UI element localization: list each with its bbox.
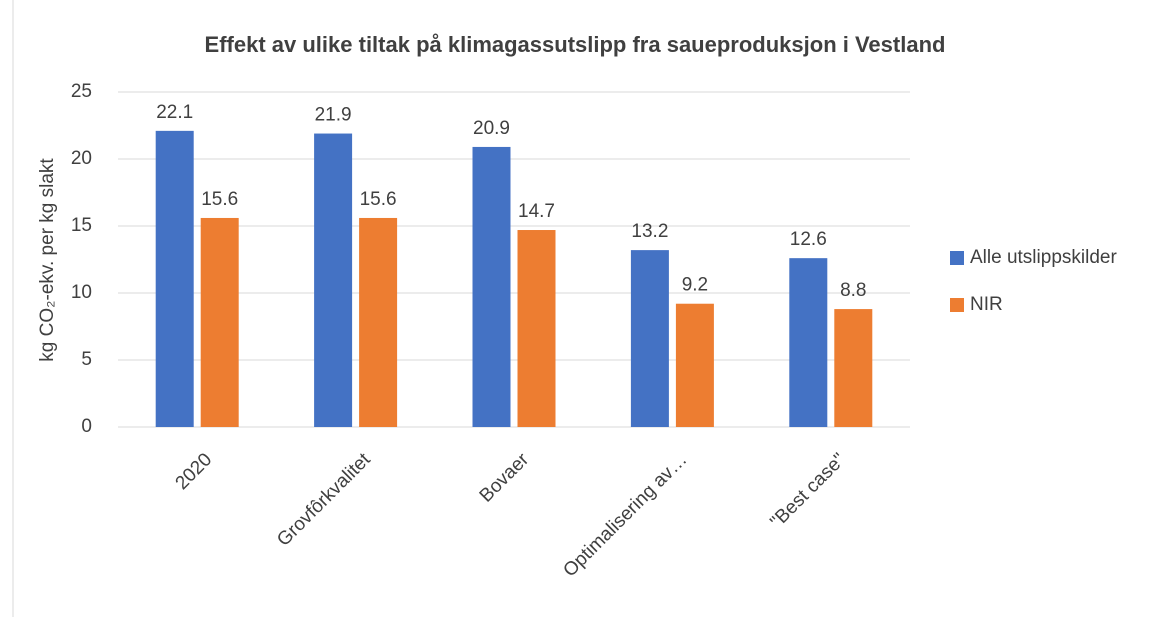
y-axis-label: kg CO₂-ekv. per kg slakt <box>37 158 58 362</box>
x-tick-label: Grovfôrkvalitet <box>273 449 375 551</box>
y-tick-label: 20 <box>71 148 92 169</box>
data-label: 20.9 <box>473 118 510 139</box>
bar <box>834 309 873 427</box>
data-label: 15.6 <box>360 189 397 210</box>
data-label: 12.6 <box>790 229 827 250</box>
bar <box>314 133 353 428</box>
bar <box>472 146 511 427</box>
chart-title: Effekt av ulike tiltak på klimagassutsli… <box>205 32 946 57</box>
x-tick-label: "Best case" <box>766 449 849 532</box>
data-label: 22.1 <box>156 102 193 123</box>
data-label: 8.8 <box>840 280 866 301</box>
x-tick-label: 2020 <box>172 449 217 494</box>
bar <box>155 130 194 428</box>
data-label: 14.7 <box>518 201 555 222</box>
y-tick-label: 5 <box>81 349 92 370</box>
data-label: 13.2 <box>631 221 668 242</box>
x-tick-label: Bovaer <box>476 449 534 507</box>
data-label: 15.6 <box>201 189 238 210</box>
x-tick-label: Optimalisering av… <box>559 449 691 581</box>
legend-swatch <box>950 298 964 312</box>
y-tick-label: 0 <box>81 416 92 437</box>
legend-label: Alle utslippskilder <box>970 247 1117 268</box>
legend-label: NIR <box>970 294 1003 315</box>
bar <box>200 217 239 427</box>
bar <box>359 217 398 427</box>
data-label: 9.2 <box>682 275 708 296</box>
bar <box>789 258 828 427</box>
y-tick-label: 15 <box>71 215 92 236</box>
y-tick-label: 10 <box>71 282 92 303</box>
data-label: 21.9 <box>315 105 352 126</box>
bar <box>675 303 714 427</box>
legend-swatch <box>950 251 964 265</box>
y-tick-label: 25 <box>71 81 92 102</box>
bar <box>630 250 669 427</box>
bar <box>517 230 556 427</box>
